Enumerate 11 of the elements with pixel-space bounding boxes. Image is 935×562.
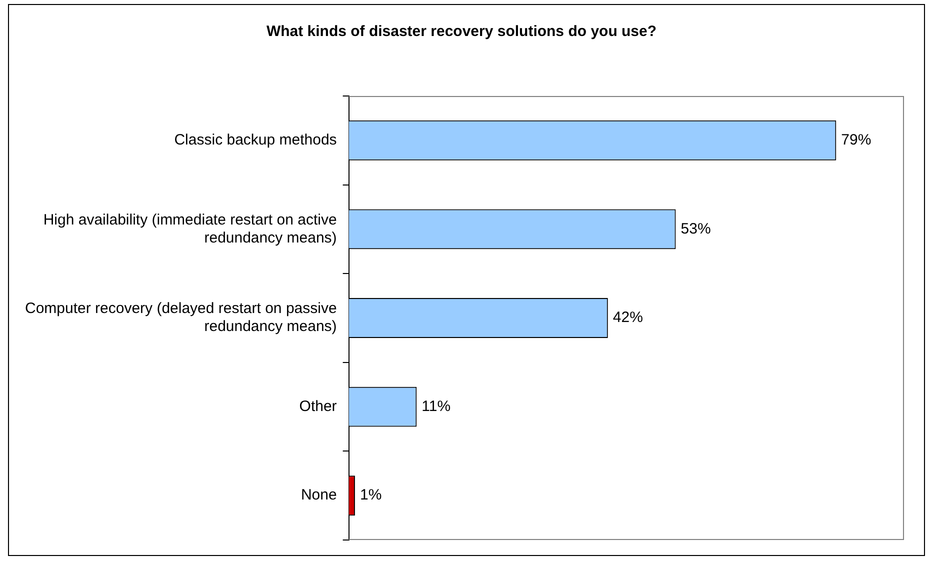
data-label: 42% bbox=[612, 309, 643, 326]
data-label: 79% bbox=[841, 132, 872, 149]
y-tick-label: Classic backup methods bbox=[174, 132, 337, 149]
chart-title: What kinds of disaster recovery solutions do you use? bbox=[266, 23, 657, 40]
y-tick-label: Other bbox=[299, 398, 337, 415]
y-tick-label: None bbox=[300, 486, 337, 504]
data-label: 1% bbox=[360, 486, 382, 504]
data-label: 11% bbox=[422, 398, 451, 415]
y-tick-label: Computer recovery (delayed restart on passive redundancy means) bbox=[24, 300, 337, 336]
y-tick-label: High availability (immediate restart on active redundancy means) bbox=[43, 211, 337, 246]
data-label: 53% bbox=[680, 220, 711, 238]
